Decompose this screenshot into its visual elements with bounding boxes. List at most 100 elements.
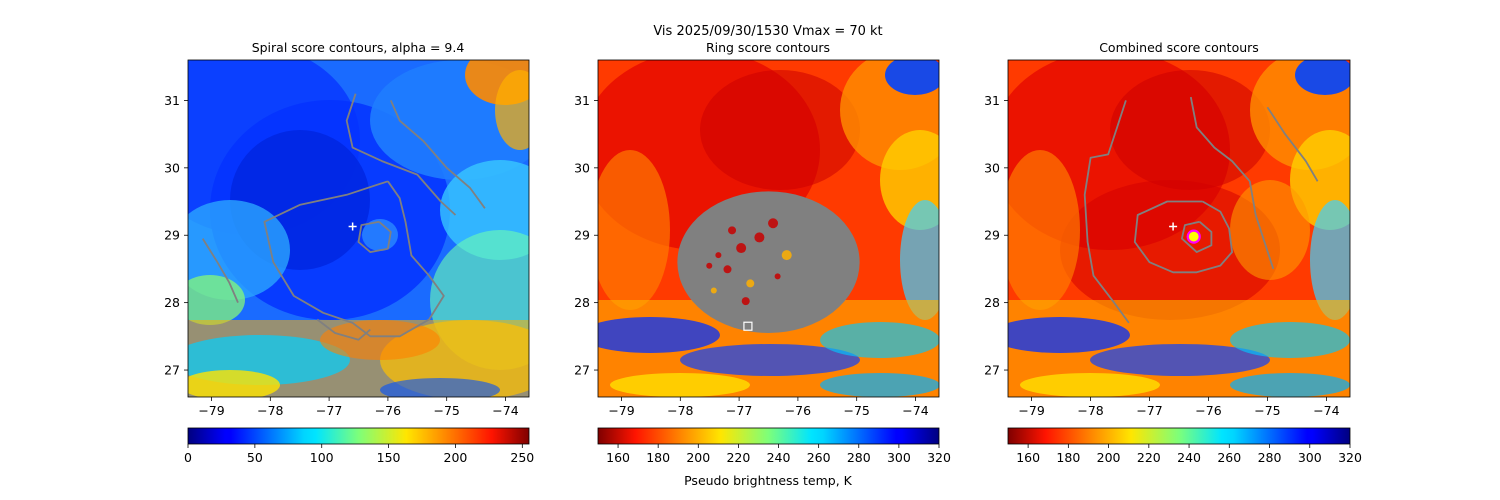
colorbar-tick-label: 280 [847,450,871,465]
x-tick-label: −78 [1077,403,1103,418]
y-tick-label: 28 [164,295,180,310]
y-tick-label: 31 [164,93,180,108]
y-tick-label: 29 [574,228,590,243]
colorbar-tick-label: 250 [510,450,534,465]
contour-line [263,180,445,338]
x-tick-label: −77 [726,403,752,418]
colorbar: 0 50 100 150 200 250 [184,427,534,465]
x-tick-label: −77 [316,403,342,418]
masked-speckle [746,279,755,288]
colorbar-gradient [1007,427,1351,445]
figure-suptitle: Vis 2025/09/30/1530 Vmax = 70 kt [653,24,882,39]
contour-lines [201,93,486,341]
colorbar-tick-label: 240 [1177,450,1201,465]
masked-speckle [728,226,737,235]
y-tick-label: 31 [574,93,590,108]
colorbar-tick-label: 320 [927,450,951,465]
y-axis: 27 28 29 30 31 [164,93,188,378]
colorbar-tick-label: 180 [646,450,670,465]
x-tick-label: −75 [433,403,459,418]
colorbar-tick-label: 200 [1097,450,1121,465]
first-guess-marker [1169,222,1178,231]
y-tick-label: 30 [164,160,180,175]
contour-line [1083,100,1130,324]
markers [348,222,357,231]
y-tick-label: 30 [984,160,1000,175]
colorbar-tick-label: 0 [184,450,192,465]
y-axis: 27 28 29 30 31 [574,93,598,378]
x-axis: −79 −78 −77 −76 −75 −74 [198,397,519,418]
colorbar-tick-label: 300 [1298,450,1322,465]
panel-spiral: Spiral score contours, alpha = 9.4 −79 −7… [164,40,534,465]
contour-line [1266,106,1319,182]
colorbar: 160 180 200 220 240 260 280 300 320 [1007,427,1362,465]
colorbar-gradient [187,427,530,445]
colorbar-ticks: 160 180 200 220 240 260 280 300 320 [606,444,951,465]
colorbar-tick-label: 320 [1338,450,1362,465]
colorbar: 160 180 200 220 240 260 280 300 320 Pseudo brigh… [597,427,951,488]
y-tick-label: 29 [164,228,180,243]
y-tick-label: 27 [574,363,590,378]
x-tick-label: −78 [667,403,693,418]
axes-frame [187,59,530,398]
masked-speckle [741,297,750,306]
colorbar-tick-label: 200 [686,450,710,465]
colorbar-tick-label: 180 [1056,450,1080,465]
masked-speckle [774,273,781,280]
colorbar-tick-label: 50 [247,450,263,465]
colorbar-gradient [597,427,940,445]
axes-frame [597,59,940,398]
colorbar-tick-label: 220 [1137,450,1161,465]
ring-center-marker [743,321,753,331]
x-tick-label: −79 [198,403,224,418]
colorbar-tick-label: 280 [1258,450,1282,465]
axes-frame [1007,59,1351,398]
colorbar-tick-label: 160 [606,450,630,465]
colorbar-ticks: 0 50 100 150 200 250 [184,444,534,465]
y-tick-label: 27 [984,363,1000,378]
masked-speckle [736,243,747,254]
contour-line [201,238,239,303]
x-tick-label: −77 [1136,403,1162,418]
colorbar-tick-label: 260 [1217,450,1241,465]
panel-ring: Ring score contours −79 −78 −77 −76 −75 −74 2… [574,40,951,488]
colorbar-tick-label: 150 [377,450,401,465]
y-axis: 27 28 29 30 31 [984,93,1008,378]
masked-speckle [706,262,713,269]
colorbar-label: Pseudo brightness temp, K [684,473,853,488]
colorbar-tick-label: 220 [726,450,750,465]
x-tick-label: −75 [843,403,869,418]
y-tick-label: 28 [984,295,1000,310]
contour-line [1181,220,1213,253]
combined-center-marker [1186,229,1201,244]
contour-line [345,93,457,216]
colorbar-tick-label: 300 [887,450,911,465]
masked-speckle [754,232,765,243]
x-axis: −79 −78 −77 −76 −75 −74 [608,397,929,418]
masked-speckle [710,287,717,294]
contour-line [1189,96,1275,270]
x-tick-label: −79 [1018,403,1044,418]
panel-title: Combined score contours [1099,40,1259,55]
y-tick-label: 30 [574,160,590,175]
contour-lines [1083,96,1319,324]
contour-line [316,318,371,341]
colorbar-tick-label: 260 [807,450,831,465]
colorbar-tick-label: 100 [310,450,334,465]
heatmap-image [188,60,529,397]
colorbar-tick-label: 240 [767,450,791,465]
colorbar-tick-label: 200 [444,450,468,465]
markers [1169,222,1201,244]
contour-line [389,100,486,209]
masked-speckle [723,265,732,274]
masked-region-fill [677,191,860,333]
x-tick-label: −74 [492,403,518,418]
panel-combined: Combined score contours −79 −78 −77 −76 −75−… [984,40,1362,465]
x-axis: −79 −78 −77 −76 −75 −74 [1018,397,1340,418]
first-guess-marker [348,222,357,231]
x-tick-label: −79 [608,403,634,418]
x-tick-label: −76 [375,403,401,418]
colorbar-ticks: 160 180 200 220 240 260 280 300 320 [1016,444,1362,465]
y-tick-label: 27 [164,363,180,378]
